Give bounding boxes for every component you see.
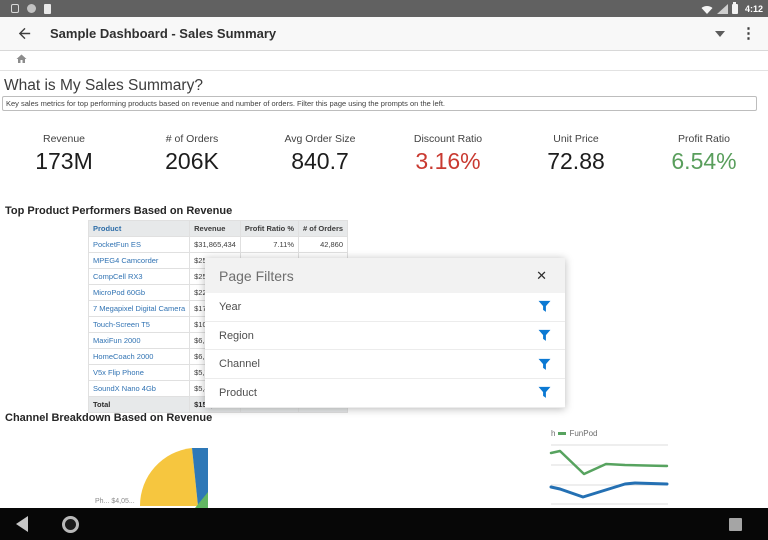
kpi-value: 6.54% [640,148,768,175]
filter-funnel-icon[interactable] [538,300,551,313]
table-row: PocketFun ES $31,865,434 7.11% 42,860 [89,237,348,253]
nav-home-icon[interactable] [62,516,79,533]
clock: 4:12 [745,4,763,14]
page-filters-title: Page Filters [219,268,294,284]
product-link[interactable]: 7 Megapixel Digital Camera [93,304,185,313]
filter-label: Channel [219,358,260,370]
kpi-orders: # of Orders 206K [128,133,256,175]
notification-app-icon [11,4,19,13]
column-header-product[interactable]: Product [89,221,190,237]
column-header-profit-ratio[interactable]: Profit Ratio % [240,221,298,237]
notification-circle-icon [27,4,36,13]
battery-icon [732,4,738,14]
wifi-icon [701,4,713,14]
nav-back-icon[interactable] [16,516,28,532]
kpi-value: 72.88 [512,148,640,175]
kpi-label: Revenue [0,133,128,145]
kpi-label: Discount Ratio [384,133,512,145]
kpi-label: # of Orders [128,133,256,145]
android-status-bar: 4:12 [0,0,768,17]
gridlines [551,445,668,504]
kpi-revenue: Revenue 173M [0,133,128,175]
kpi-value: 840.7 [256,148,384,175]
kpi-label: Profit Ratio [640,133,768,145]
pie-chart[interactable] [130,447,208,508]
android-navigation-bar [0,508,768,540]
cellular-signal-icon [717,4,728,14]
overflow-menu-icon[interactable]: ⋮ [741,26,756,41]
table-section-title: Top Product Performers Based on Revenue [5,205,232,217]
filter-funnel-icon[interactable] [538,329,551,342]
home-icon[interactable] [15,52,28,70]
kpi-profit-ratio: Profit Ratio 6.54% [640,133,768,175]
pie-slice-yellow [140,448,198,506]
product-link[interactable]: MicroPod 60Gb [93,288,145,297]
kpi-value: 206K [128,148,256,175]
filter-item-region[interactable]: Region [205,322,565,351]
product-link[interactable]: HomeCoach 2000 [93,352,153,361]
pie-partial-data-label: Ph... $4,05... [95,498,135,505]
page-filters-header: Page Filters ✕ [205,258,565,293]
product-link[interactable]: MaxiFun 2000 [93,336,141,345]
tablet-screen: 4:12 Sample Dashboard - Sales Summary ⋮ … [0,0,768,540]
filter-item-year[interactable]: Year [205,293,565,322]
filter-funnel-icon[interactable] [538,358,551,371]
kpi-value: 173M [0,148,128,175]
line-chart[interactable] [545,433,680,508]
nav-recents-icon[interactable] [729,518,742,531]
kpi-avg-order-size: Avg Order Size 840.7 [256,133,384,175]
column-header-orders[interactable]: # of Orders [299,221,348,237]
filter-label: Year [219,301,241,313]
kpi-row: Revenue 173M # of Orders 206K Avg Order … [0,133,768,175]
filter-item-product[interactable]: Product [205,379,565,408]
kpi-label: Unit Price [512,133,640,145]
filter-item-channel[interactable]: Channel [205,350,565,379]
column-header-revenue[interactable]: Revenue [190,221,241,237]
product-link[interactable]: MPEG4 Camcorder [93,256,158,265]
total-label: Total [89,397,190,413]
line-series-green [551,451,667,474]
orders-cell: 42,860 [299,237,348,253]
page-title: What is My Sales Summary? [4,77,203,95]
close-icon[interactable]: ✕ [532,266,551,286]
app-toolbar: Sample Dashboard - Sales Summary ⋮ [0,17,768,51]
product-link[interactable]: PocketFun ES [93,240,141,249]
profit-ratio-cell: 7.11% [240,237,298,253]
kpi-discount-ratio: Discount Ratio 3.16% [384,133,512,175]
notification-document-icon [44,4,51,14]
product-link[interactable]: Touch-Screen T5 [93,320,150,329]
table-header-row: Product Revenue Profit Ratio % # of Orde… [89,221,348,237]
pie-section-title: Channel Breakdown Based on Revenue [5,412,212,424]
filter-funnel-icon[interactable] [538,386,551,399]
filter-label: Product [219,387,257,399]
product-link[interactable]: V5x Flip Phone [93,368,144,377]
kpi-unit-price: Unit Price 72.88 [512,133,640,175]
product-link[interactable]: SoundX Nano 4Gb [93,384,156,393]
kpi-label: Avg Order Size [256,133,384,145]
revenue-cell: $31,865,434 [190,237,241,253]
title-dropdown-caret-icon[interactable] [715,31,725,37]
kpi-value: 3.16% [384,148,512,175]
page-description: Key sales metrics for top performing pro… [2,96,757,111]
filter-label: Region [219,330,254,342]
back-arrow-icon[interactable] [16,25,34,43]
status-notification-icons [11,4,51,14]
breadcrumb-bar [0,51,768,71]
page-filters-panel: Page Filters ✕ Year Region Channel Produ… [205,258,565,408]
dashboard-title: Sample Dashboard - Sales Summary [50,26,276,41]
product-link[interactable]: CompCell RX3 [93,272,143,281]
